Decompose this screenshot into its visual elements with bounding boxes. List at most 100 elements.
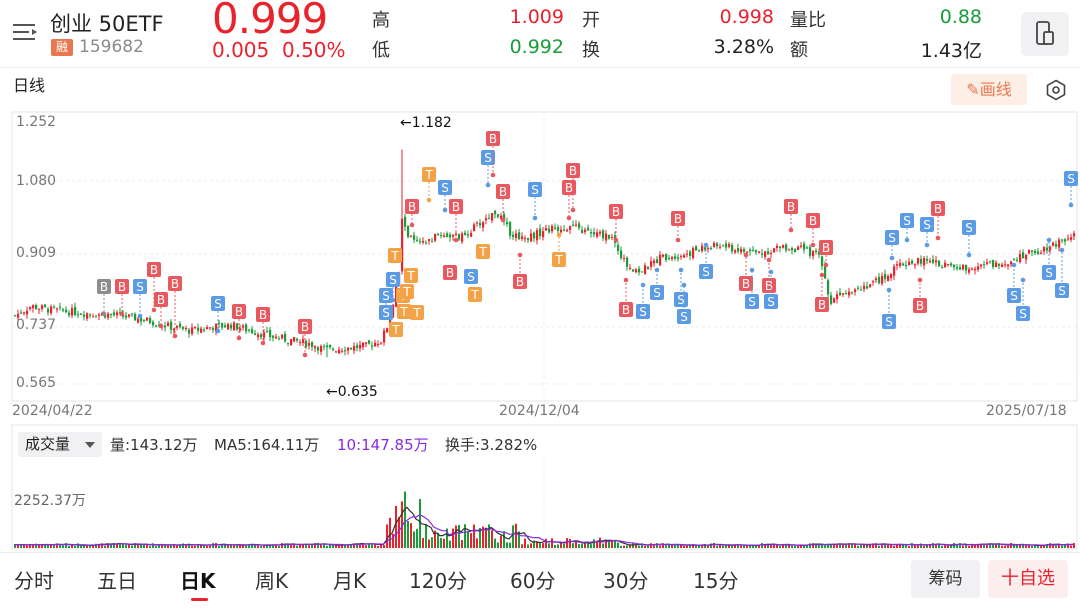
quote-label-low: 低 bbox=[372, 40, 390, 61]
volume-bar bbox=[653, 545, 655, 548]
candle-body bbox=[227, 323, 230, 330]
volume-bar bbox=[299, 543, 301, 548]
add-watchlist-button[interactable]: 十自选 bbox=[988, 560, 1068, 598]
candle-body bbox=[680, 255, 683, 257]
candle-body bbox=[620, 250, 623, 259]
volume-bar bbox=[413, 531, 415, 548]
volume-bar bbox=[29, 544, 31, 548]
candle-body bbox=[188, 329, 191, 334]
candle-body bbox=[290, 339, 293, 346]
candle-body bbox=[98, 314, 101, 316]
sell-marker: S bbox=[438, 180, 452, 213]
settings-icon[interactable] bbox=[1045, 79, 1067, 101]
tab-weekly-k[interactable]: 周K bbox=[255, 569, 289, 593]
candle-body bbox=[434, 233, 437, 241]
volume-bar bbox=[683, 545, 685, 548]
volume-bar bbox=[959, 543, 961, 548]
volume-bar bbox=[1034, 545, 1036, 548]
tab-daily-k[interactable]: 日K bbox=[180, 569, 216, 593]
candle-body bbox=[566, 229, 569, 232]
candle-body bbox=[575, 224, 578, 226]
menu-icon[interactable] bbox=[13, 22, 37, 42]
candle-body bbox=[902, 263, 905, 266]
t-marker: T bbox=[468, 287, 482, 302]
candle-body bbox=[413, 235, 416, 240]
marker-letter: B bbox=[916, 299, 924, 313]
volume-bar bbox=[950, 545, 952, 548]
tab-timeshare[interactable]: 分时 bbox=[14, 569, 54, 593]
candle-body bbox=[917, 258, 920, 264]
tab-30min[interactable]: 30分 bbox=[603, 569, 649, 593]
volume-bar bbox=[281, 543, 283, 548]
tab-five-day[interactable]: 五日 bbox=[97, 569, 137, 593]
volume-bar bbox=[710, 543, 712, 548]
volume-bar bbox=[746, 545, 748, 548]
candle-body bbox=[989, 260, 992, 262]
candle-body bbox=[548, 228, 551, 233]
stock-name[interactable]: 创业 50ETF bbox=[50, 12, 164, 36]
volume-bar bbox=[383, 544, 385, 548]
volume-bar bbox=[983, 543, 985, 548]
marker-box bbox=[1016, 306, 1030, 321]
candle-body bbox=[167, 322, 170, 326]
volume-bar bbox=[1070, 545, 1072, 548]
marker-letter: T bbox=[554, 253, 563, 267]
buy-marker: B bbox=[806, 213, 820, 248]
tab-15min[interactable]: 15分 bbox=[693, 569, 739, 593]
tab-120min[interactable]: 120分 bbox=[409, 569, 468, 593]
marker-box bbox=[496, 184, 510, 199]
sell-marker: S bbox=[699, 242, 713, 279]
indicator-select[interactable]: 成交量 bbox=[18, 432, 102, 457]
candle-body bbox=[773, 248, 776, 253]
candle-body bbox=[797, 246, 800, 250]
candle-body bbox=[722, 245, 725, 247]
volume-bar bbox=[833, 543, 835, 548]
marker-dot bbox=[137, 313, 143, 319]
candle-body bbox=[212, 328, 215, 330]
volume-bar bbox=[917, 545, 919, 548]
volume-bar bbox=[362, 543, 364, 548]
candle-body bbox=[239, 328, 242, 331]
volume-bar bbox=[836, 544, 838, 548]
candle-body bbox=[314, 346, 317, 349]
candle-body bbox=[236, 323, 239, 330]
candle-body bbox=[383, 330, 386, 343]
candle-body bbox=[524, 238, 527, 240]
volume-bar bbox=[899, 543, 901, 548]
candle-body bbox=[392, 304, 395, 318]
candle-body bbox=[944, 262, 947, 268]
volume-bar bbox=[707, 545, 709, 548]
marker-dot bbox=[1068, 202, 1074, 208]
tab-monthly-k[interactable]: 月K bbox=[333, 569, 367, 593]
candle-body bbox=[281, 334, 284, 339]
volume-bar bbox=[245, 544, 247, 548]
candle-body bbox=[734, 250, 737, 253]
chip-distribution-button[interactable]: 筹码 bbox=[911, 560, 980, 598]
candle-body bbox=[359, 344, 362, 349]
marker-box bbox=[486, 131, 500, 146]
candle-body bbox=[806, 247, 809, 249]
candle-body bbox=[191, 327, 194, 334]
quote-value-high: 1.009 bbox=[509, 6, 564, 28]
candle-body bbox=[131, 313, 134, 315]
candle-body bbox=[41, 305, 44, 309]
candle-body bbox=[215, 323, 218, 332]
candle-body bbox=[863, 285, 866, 290]
candle-body bbox=[1055, 244, 1058, 247]
sell-marker: S bbox=[528, 182, 542, 221]
candle-body bbox=[710, 248, 713, 250]
volume-bar bbox=[923, 545, 925, 548]
marker-letter: S bbox=[1019, 307, 1027, 321]
volume-bar bbox=[479, 527, 481, 548]
candle-body bbox=[479, 223, 482, 226]
volume-bar bbox=[1037, 545, 1039, 548]
draw-line-button[interactable]: ✎画线 bbox=[951, 74, 1027, 105]
device-switch-button[interactable] bbox=[1021, 12, 1069, 56]
volume-bar bbox=[347, 544, 349, 548]
volume-bar bbox=[830, 544, 832, 548]
marker-letter: S bbox=[680, 310, 688, 324]
tab-60min[interactable]: 60分 bbox=[510, 569, 556, 593]
volume-bar bbox=[878, 545, 880, 548]
sell-marker: S bbox=[636, 282, 650, 319]
